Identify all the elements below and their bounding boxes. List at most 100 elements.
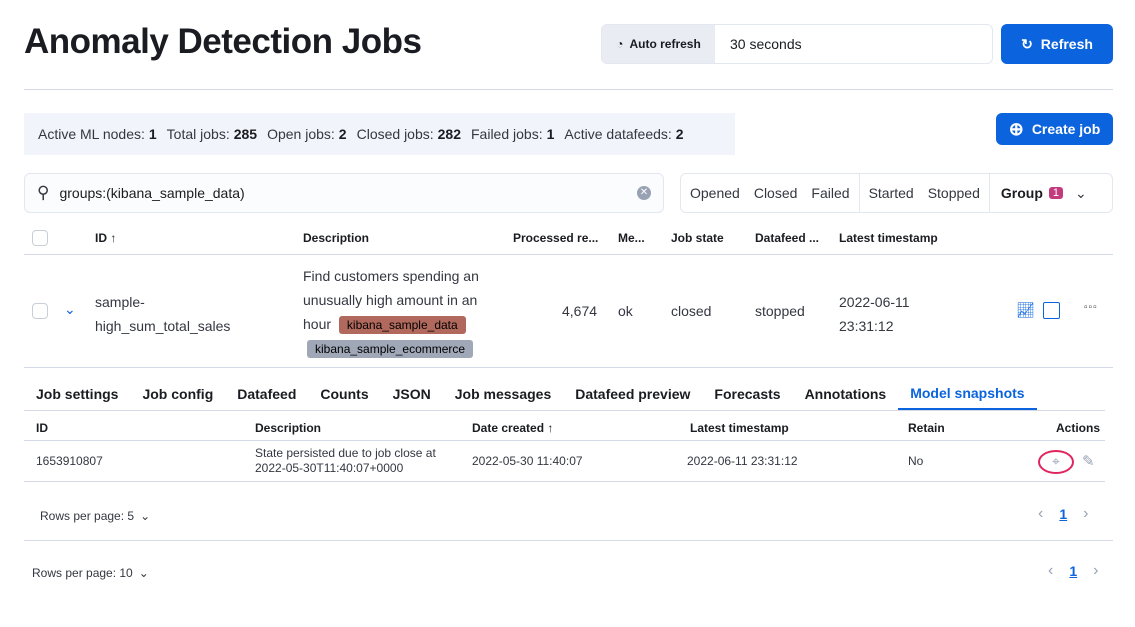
chevron-down-icon: ⌄ [138, 566, 149, 580]
filter-started[interactable]: Started [868, 185, 914, 201]
tab-forecasts[interactable]: Forecasts [714, 386, 781, 402]
next-page-icon[interactable]: › [1083, 505, 1089, 522]
job-state: closed [671, 303, 712, 319]
latest-date: 2022-06-11 [839, 294, 910, 310]
snapshot-header-description[interactable]: Description [255, 421, 322, 435]
tab-datafeed[interactable]: Datafeed [237, 386, 297, 402]
clear-search-icon[interactable]: ✕ [637, 186, 651, 200]
stat-label: Open jobs: [267, 126, 335, 142]
chevron-down-icon: ⌄ [140, 509, 151, 523]
expand-row-chevron-icon[interactable]: ⌄ [64, 301, 76, 317]
snapshot-header-id[interactable]: ID [36, 421, 48, 435]
search-value: groups:(kibana_sample_data) [59, 185, 245, 201]
refresh-icon: ↻ [1021, 35, 1033, 52]
snapshot-header-latest-timestamp[interactable]: Latest timestamp [690, 421, 789, 435]
description-text: Find customers spending an unusually hig… [303, 268, 479, 332]
revert-snapshot-crosshair-icon[interactable]: ⌖ [1038, 450, 1074, 474]
row-checkbox[interactable] [32, 303, 48, 319]
stat-label: Total jobs: [166, 126, 230, 142]
stat-label: Active datafeeds: [564, 126, 672, 142]
description-line: State persisted due to job close at [255, 446, 436, 460]
rows-per-page-label: Rows per page: 10 [32, 566, 133, 580]
filter-group-dropdown[interactable]: Group 1 ⌄ [990, 174, 1096, 212]
rows-per-page-label: Rows per page: 5 [40, 509, 135, 523]
latest-time: 23:31:12 [839, 318, 894, 334]
snapshot-rows-per-page[interactable]: Rows per page: 5 ⌄ [40, 509, 150, 523]
stat-value: 282 [437, 126, 461, 142]
column-header-memory-status[interactable]: Me... [618, 231, 645, 245]
jobs-pagination: ‹ 1 › [1048, 562, 1098, 580]
column-header-latest-timestamp[interactable]: Latest timestamp [839, 231, 938, 245]
datafeed-state: stopped [755, 303, 805, 319]
refresh-label: Refresh [1040, 36, 1093, 52]
clock-refresh-icon: ◔ [616, 37, 624, 51]
previous-page-icon[interactable]: ‹ [1038, 505, 1044, 522]
page-title: Anomaly Detection Jobs [24, 22, 422, 61]
tab-annotations[interactable]: Annotations [804, 386, 887, 402]
auto-refresh-label: Auto refresh [629, 37, 701, 51]
tab-counts[interactable]: Counts [320, 386, 369, 402]
create-job-label: Create job [1031, 121, 1101, 137]
tab-job-settings[interactable]: Job settings [36, 386, 119, 402]
anomaly-explorer-chart-icon[interactable]: 📈︎ [1016, 302, 1036, 319]
memory-status: ok [618, 303, 633, 319]
stat-value: 1 [546, 126, 555, 142]
job-id[interactable]: sample-high_sum_total_sales [95, 294, 231, 334]
jobs-rows-per-page[interactable]: Rows per page: 10 ⌄ [32, 566, 149, 580]
snapshot-header-date-created[interactable]: Date created ↑ [472, 421, 554, 435]
previous-page-icon[interactable]: ‹ [1048, 562, 1054, 579]
next-page-icon[interactable]: › [1093, 562, 1099, 579]
filter-failed[interactable]: Failed [811, 185, 850, 201]
stat-value: 2 [338, 126, 347, 142]
plus-circle-icon: ⊕ [1008, 118, 1024, 139]
auto-refresh-toggle[interactable]: ◔ Auto refresh [602, 25, 715, 63]
tab-job-config[interactable]: Job config [142, 386, 214, 402]
stat-value: 285 [233, 126, 258, 142]
column-header-processed-records[interactable]: Processed re... [513, 231, 599, 245]
page-number[interactable]: 1 [1069, 563, 1078, 579]
auto-refresh-control[interactable]: ◔ Auto refresh 30 seconds [601, 24, 993, 64]
job-stats-bar: Active ML nodes: 1 Total jobs: 285 Open jo… [24, 113, 735, 155]
search-input[interactable]: ⚲ groups:(kibana_sample_data) ✕ [24, 173, 664, 213]
more-actions-icon[interactable]: ▫▫▫ [1084, 302, 1098, 313]
search-icon: ⚲ [37, 183, 50, 202]
snapshot-retain: No [908, 454, 924, 468]
column-header-description[interactable]: Description [303, 231, 370, 245]
snapshot-description: State persisted due to job close at 2022-… [255, 446, 436, 476]
tab-datafeed-preview[interactable]: Datafeed preview [575, 386, 691, 402]
header-divider [24, 89, 1113, 90]
snapshot-header-retain[interactable]: Retain [908, 421, 945, 435]
create-job-button[interactable]: ⊕ Create job [996, 113, 1113, 145]
stat-label: Failed jobs: [471, 126, 543, 142]
column-header-datafeed-state[interactable]: Datafeed ... [755, 231, 820, 245]
filter-opened[interactable]: Opened [690, 185, 740, 201]
stat-label: Active ML nodes: [38, 126, 145, 142]
snapshot-id: 1653910807 [36, 454, 103, 468]
tab-job-messages[interactable]: Job messages [454, 386, 552, 402]
group-tag[interactable]: kibana_sample_ecommerce [307, 340, 474, 358]
page-number[interactable]: 1 [1059, 506, 1068, 522]
processed-records: 4,674 [562, 303, 598, 319]
latest-timestamp: 2022-06-11 23:31:12 [839, 290, 910, 338]
snapshot-header-actions: Actions [1056, 421, 1101, 435]
row-divider [24, 367, 1113, 368]
snapshot-pagination: ‹ 1 › [1038, 505, 1088, 523]
auto-refresh-interval-input[interactable]: 30 seconds [730, 36, 802, 52]
filter-closed[interactable]: Closed [753, 185, 798, 201]
refresh-button[interactable]: ↻ Refresh [1001, 24, 1113, 64]
column-header-job-state[interactable]: Job state [671, 231, 724, 245]
select-all-checkbox[interactable] [32, 230, 48, 246]
edit-pencil-icon[interactable]: ✎ [1082, 453, 1095, 470]
group-label: Group [1000, 185, 1043, 201]
job-description: Find customers spending an unusually hig… [303, 264, 503, 360]
single-metric-viewer-table-icon[interactable] [1043, 302, 1060, 319]
filter-stopped[interactable]: Stopped [927, 185, 980, 201]
tab-model-snapshots[interactable]: Model snapshots [898, 378, 1037, 410]
tab-json[interactable]: JSON [392, 386, 431, 402]
snapshot-header-divider [24, 440, 1105, 441]
column-header-id[interactable]: ID ↑ [95, 231, 117, 245]
job-details-tabs: Job settings Job config Datafeed Counts … [24, 378, 1105, 411]
table-header-divider [24, 254, 1113, 255]
snapshot-date-created: 2022-05-30 11:40:07 [472, 454, 583, 468]
group-tag[interactable]: kibana_sample_data [338, 316, 466, 334]
